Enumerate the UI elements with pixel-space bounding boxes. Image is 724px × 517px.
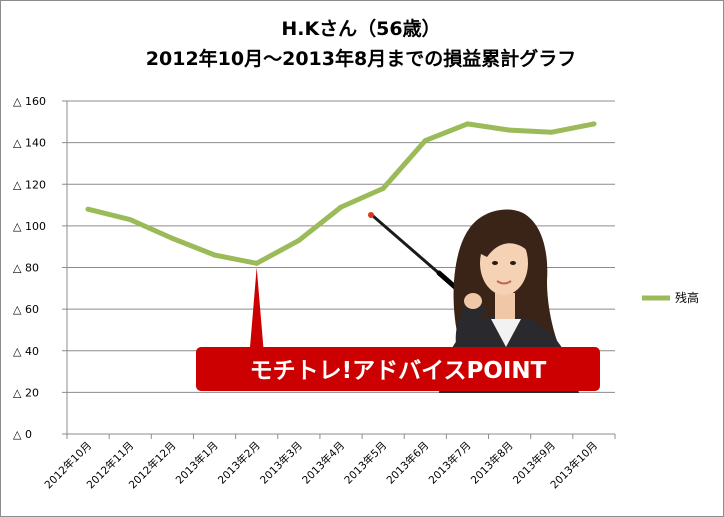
chart-subtitle: 2012年10月～2013年8月までの損益累計グラフ xyxy=(146,47,576,70)
x-tick-label: 2013年1月 xyxy=(173,439,221,487)
y-axis-ticks: △ 160 △ 140 △ 120 △ 100 △ 80 △ 60 △ 40 △ 20 △ 0 xyxy=(13,95,46,441)
data-point xyxy=(380,185,386,191)
legend-label: 残高 xyxy=(675,290,699,305)
y-tick-label: △ 20 xyxy=(13,386,39,399)
y-tick-label: △ 160 xyxy=(13,95,46,108)
chart-title: H.Kさん（56歳） xyxy=(281,17,440,40)
advice-point-callout: モチトレ!アドバイスPOINT xyxy=(196,267,600,391)
y-tick-label: △ 0 xyxy=(13,428,32,441)
data-point xyxy=(464,121,470,127)
y-tick-label: △ 40 xyxy=(13,345,39,358)
legend: 残高 xyxy=(642,290,699,305)
data-point xyxy=(591,121,597,127)
x-tick-label: 2013年6月 xyxy=(384,439,432,487)
callout-pointer xyxy=(249,267,264,351)
x-tick-label: 2013年3月 xyxy=(257,439,305,487)
data-point xyxy=(338,204,344,210)
x-tick-label: 2013年2月 xyxy=(215,439,263,487)
x-tick-label: 2013年4月 xyxy=(299,439,347,487)
x-tick-label: 2013年8月 xyxy=(468,439,516,487)
data-point xyxy=(507,127,513,133)
grid-lines xyxy=(67,100,615,435)
data-point xyxy=(169,235,175,241)
data-point xyxy=(422,138,428,144)
data-point xyxy=(212,252,218,258)
y-tick-label: △ 140 xyxy=(13,137,46,150)
data-point xyxy=(127,217,133,223)
axes xyxy=(62,100,616,439)
y-tick-label: △ 60 xyxy=(13,303,39,316)
data-point xyxy=(254,260,260,266)
y-tick-label: △ 100 xyxy=(13,220,46,233)
x-tick-label: 2013年5月 xyxy=(342,439,390,487)
x-tick-label: 2013年7月 xyxy=(426,439,474,487)
data-point xyxy=(549,129,555,135)
callout-box xyxy=(196,347,600,391)
x-axis-ticks: 2012年10月2012年11月2012年12月2013年1月2013年2月20… xyxy=(42,439,600,491)
callout-text: モチトレ!アドバイスPOINT xyxy=(250,358,547,384)
series-0 xyxy=(85,121,597,266)
data-point xyxy=(85,206,91,212)
y-tick-label: △ 120 xyxy=(13,178,46,191)
data-point xyxy=(296,237,302,243)
y-tick-label: △ 80 xyxy=(13,262,39,275)
